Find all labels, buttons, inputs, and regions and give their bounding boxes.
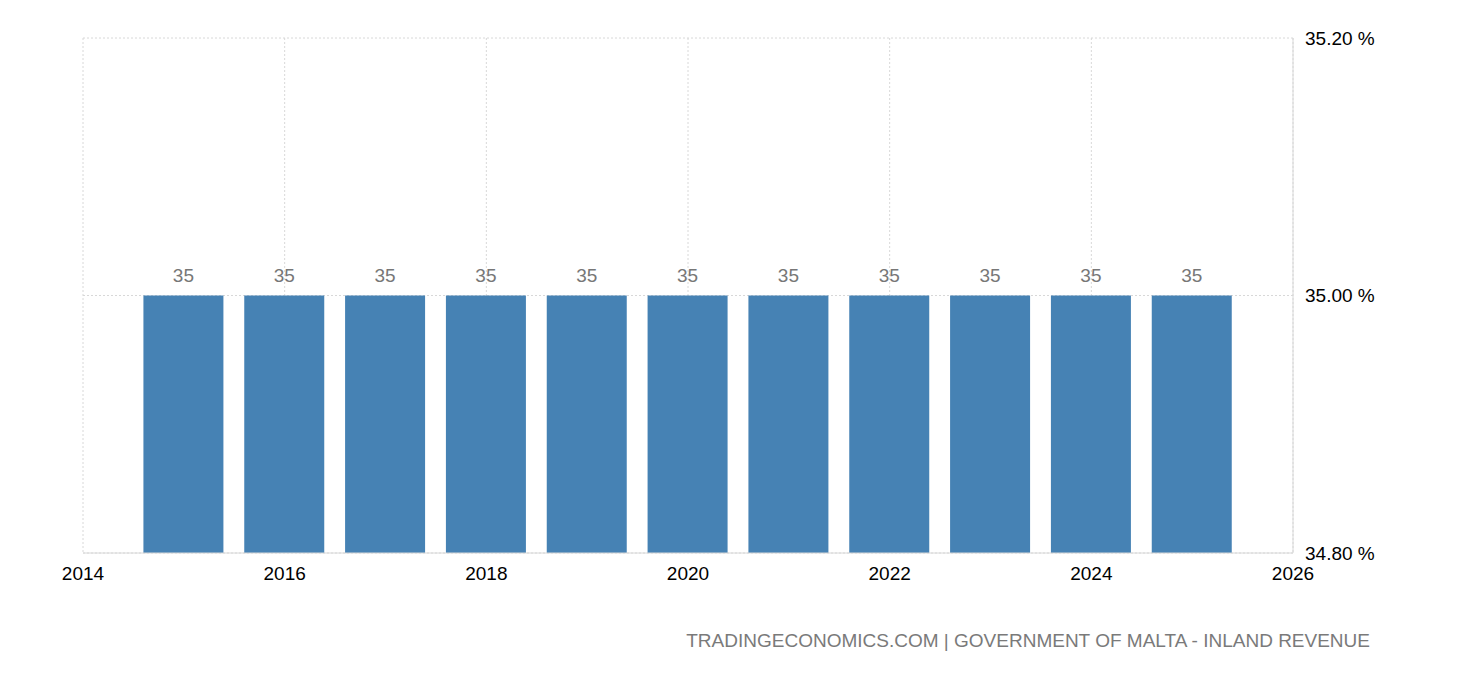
svg-text:35: 35	[576, 265, 597, 286]
svg-text:2014: 2014	[62, 563, 105, 584]
svg-text:35: 35	[677, 265, 698, 286]
svg-text:35: 35	[173, 265, 194, 286]
svg-text:35.00 %: 35.00 %	[1305, 285, 1375, 306]
svg-text:35: 35	[980, 265, 1001, 286]
svg-text:2018: 2018	[465, 563, 507, 584]
svg-text:2016: 2016	[264, 563, 306, 584]
svg-text:35: 35	[475, 265, 496, 286]
svg-text:35: 35	[274, 265, 295, 286]
svg-text:35: 35	[778, 265, 799, 286]
svg-text:2022: 2022	[869, 563, 911, 584]
svg-text:34.80 %: 34.80 %	[1305, 543, 1375, 564]
svg-text:2024: 2024	[1070, 563, 1113, 584]
svg-text:35: 35	[879, 265, 900, 286]
svg-text:35: 35	[1181, 265, 1202, 286]
svg-text:2026: 2026	[1272, 563, 1314, 584]
svg-text:35.20 %: 35.20 %	[1305, 28, 1375, 49]
html-text:TRADINGECONOMICS.COM | GOVERNM: TRADINGECONOMICS.COM | GOVERNMENT OF MAL…	[686, 630, 1370, 651]
svg-text:2020: 2020	[667, 563, 709, 584]
svg-text:35: 35	[375, 265, 396, 286]
svg-text:35: 35	[1080, 265, 1101, 286]
